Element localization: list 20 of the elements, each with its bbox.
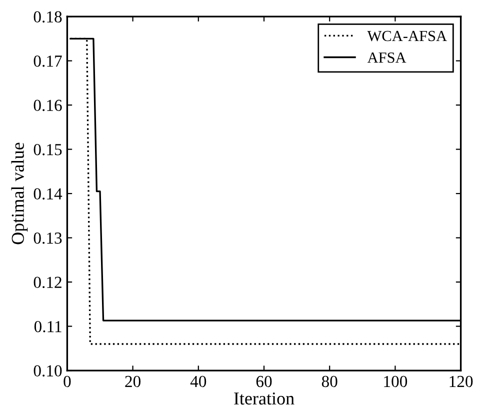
y-axis-title: Optimal value [11,142,28,244]
x-axis-title: Iteration [234,392,294,405]
y-tick-label: 0.18 [34,11,62,23]
x-tick-label: 80 [322,376,338,388]
y-tick-label: 0.12 [34,276,62,288]
y-tick-label: 0.10 [34,365,62,377]
y-tick-label: 0.16 [34,100,62,112]
x-tick-label: 120 [450,376,473,388]
x-tick-label: 20 [125,376,140,388]
y-tick-label: 0.17 [34,56,62,67]
y-tick-label: 0.13 [34,232,62,244]
y-tick-label: 0.14 [34,188,62,200]
y-tick-label: 0.11 [34,320,62,332]
x-tick-label: 40 [190,376,206,388]
x-tick-label: 0 [64,376,71,388]
x-tick-label: 60 [256,376,272,388]
legend-label: AFSA [367,52,406,63]
y-tick-label: 0.15 [34,144,62,156]
legend-label: WCA-AFSA [367,30,447,42]
x-tick-label: 100 [384,376,408,388]
